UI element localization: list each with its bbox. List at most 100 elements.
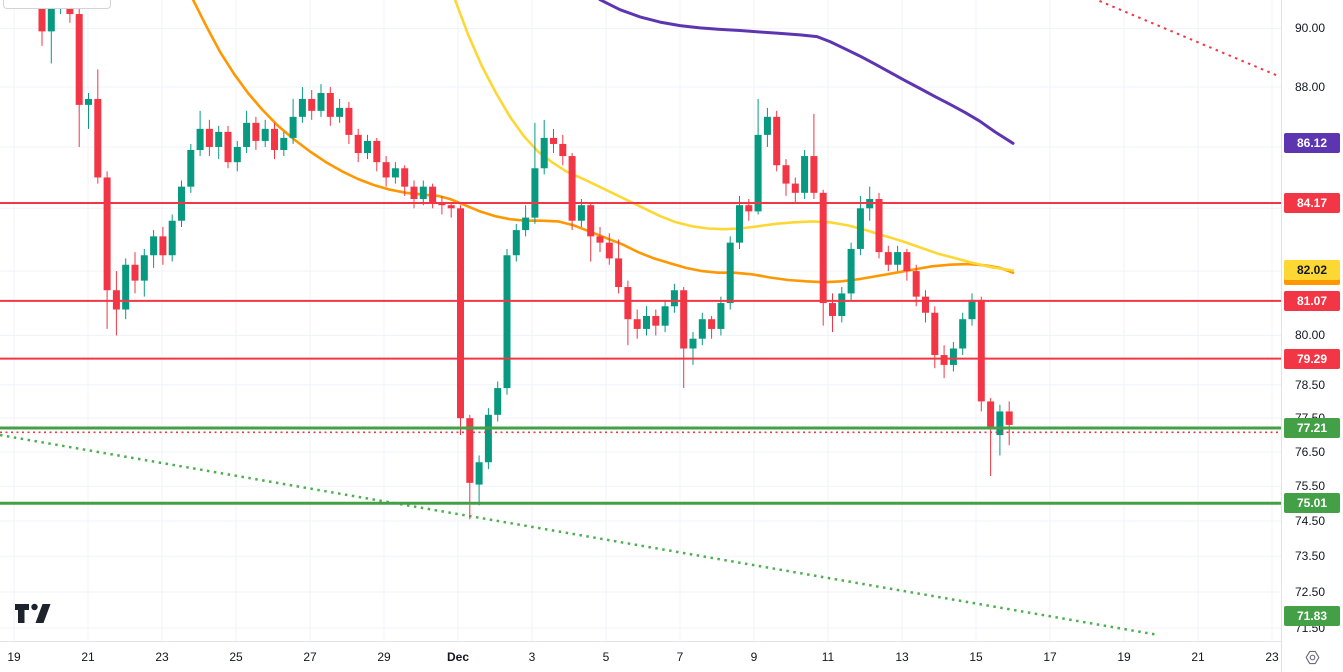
candle-body	[401, 168, 409, 187]
candle-body	[224, 131, 232, 163]
date-label: 29	[377, 650, 391, 664]
candle-body	[233, 146, 241, 163]
candle-body	[856, 208, 864, 249]
candle-body	[782, 165, 790, 184]
candle-body	[670, 290, 678, 307]
red-descending-dotted	[1094, 0, 1281, 78]
price-axis[interactable]: 90.0088.0080.0078.5077.5076.5075.5074.50…	[1281, 0, 1343, 672]
date-label: 9	[750, 650, 758, 664]
candle-body	[47, 8, 55, 32]
candle-body	[615, 258, 623, 288]
candle-body	[698, 319, 706, 339]
time-axis[interactable]: 19 21 23 25 27 29 Dec 3 5 7 9 11 13 15 17 19 21 23	[0, 641, 1281, 672]
date-label: 7	[676, 650, 684, 664]
candle-body	[940, 355, 948, 365]
date-label: 17	[1043, 650, 1057, 664]
price-tick-label: 88.00	[1295, 80, 1326, 95]
candle-body	[810, 156, 818, 193]
candle-body	[94, 98, 102, 178]
candle-body	[484, 414, 492, 463]
candle-body	[680, 290, 688, 349]
candle-body	[140, 255, 148, 281]
candle-body	[429, 186, 437, 203]
candle-body	[187, 150, 195, 187]
candle-body	[243, 122, 251, 147]
date-label: 5	[602, 650, 610, 664]
price-badge-77.21: 77.21	[1284, 417, 1340, 438]
candle-body	[624, 287, 632, 320]
price-badge-82.02: 82.02	[1284, 260, 1340, 281]
candle-body	[410, 186, 418, 200]
date-label: 23	[155, 650, 169, 664]
price-tick-label: 80.00	[1295, 328, 1326, 343]
candle-body	[326, 92, 334, 117]
candle-body	[289, 116, 297, 138]
legend-collapsed-box[interactable]	[3, 0, 111, 9]
candle-body	[661, 306, 669, 326]
candle-body	[345, 107, 353, 135]
candle-body	[494, 388, 502, 415]
date-label: 19	[1117, 650, 1131, 664]
candle-body	[382, 162, 390, 178]
axis-settings-gear-icon[interactable]	[1300, 645, 1324, 669]
tradingview-logo[interactable]	[14, 603, 52, 625]
yellow-ma	[453, 0, 1015, 272]
date-label: 21	[81, 650, 95, 664]
date-label: 21	[1191, 650, 1205, 664]
candle-body	[717, 303, 725, 329]
candle-body	[531, 168, 539, 218]
date-label: Dec	[446, 650, 470, 664]
candle-body	[168, 220, 176, 256]
date-label: 15	[969, 650, 983, 664]
candle-body	[150, 236, 158, 256]
candle-body	[587, 205, 595, 237]
candle-body	[75, 14, 83, 105]
candle-body	[838, 293, 846, 316]
candle-body	[801, 156, 809, 193]
orange-ma	[191, 0, 1015, 284]
candle-body	[745, 205, 753, 212]
candle-body	[419, 186, 427, 200]
candle-body	[261, 128, 269, 141]
candle-body	[503, 255, 511, 389]
price-badge-79.29: 79.29	[1284, 348, 1340, 369]
candle-body	[447, 205, 455, 209]
candle-body	[466, 418, 474, 483]
candle-body	[280, 137, 288, 151]
candle-body	[708, 319, 716, 329]
date-label: 23	[1265, 650, 1279, 664]
candle-body	[605, 242, 613, 259]
candle-body	[1005, 411, 1013, 425]
candle-body	[949, 348, 957, 365]
candle-body	[903, 252, 911, 272]
candle-body	[819, 192, 827, 304]
candle-body	[968, 299, 976, 320]
candle-body	[884, 252, 892, 265]
candle-body	[373, 140, 381, 163]
candle-body	[633, 319, 641, 329]
candle-body	[763, 116, 771, 135]
candle-body	[317, 92, 325, 111]
candle-body	[457, 208, 464, 419]
price-plot-svg[interactable]	[0, 0, 1281, 641]
date-label: 13	[895, 650, 909, 664]
price-tick-label: 78.50	[1295, 377, 1326, 392]
chart-canvas[interactable]	[0, 0, 1281, 641]
candle-body	[215, 131, 223, 147]
date-label: 11	[821, 650, 835, 664]
price-tick-label: 90.00	[1295, 21, 1326, 36]
candle-body	[364, 140, 371, 154]
price-badge-86.12: 86.12	[1284, 133, 1340, 154]
candle-body	[577, 205, 585, 221]
candle-body	[652, 315, 660, 326]
candle-body	[894, 252, 902, 265]
candle-body	[540, 137, 548, 169]
green-descending-dotted	[0, 433, 1158, 636]
candle-body	[550, 137, 557, 144]
purple-ma	[598, 0, 1015, 145]
candle-body	[736, 205, 743, 243]
candle-body	[568, 156, 576, 221]
candle-body	[159, 236, 167, 256]
candle-body	[875, 199, 883, 253]
date-label: 27	[303, 650, 317, 664]
